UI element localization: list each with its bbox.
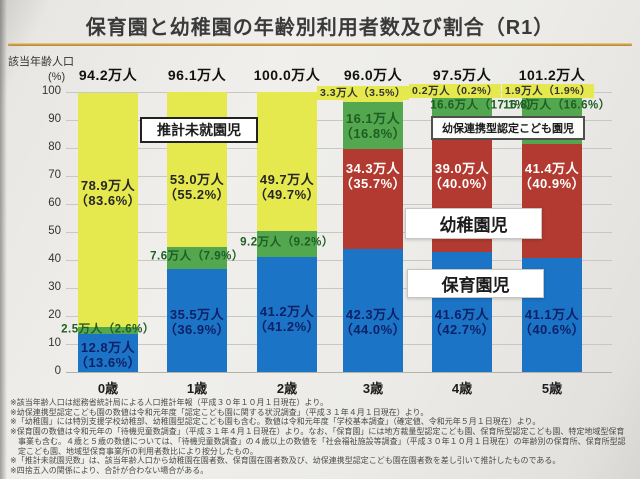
footnote-2: ※幼保連携型認定こども園の数値は令和元年度「認定こども園に関する状況調査」（平成… xyxy=(10,407,429,417)
value-label-18: 41.4万人 （40.9%） xyxy=(518,161,586,191)
value-label-9: 42.3万人 （44.0%） xyxy=(339,306,407,337)
y-tick-80: 80 xyxy=(48,141,61,153)
gridline-70 xyxy=(66,176,612,177)
y-tick-60: 60 xyxy=(48,197,61,209)
gridline-60 xyxy=(66,204,612,205)
x-tick-0歳: 0歳 xyxy=(97,381,119,396)
value-label-3: 35.5万人 （36.9%） xyxy=(163,306,231,337)
value-label-11: 16.1万人 （16.8%） xyxy=(339,110,407,141)
photo-edge-shadow xyxy=(0,0,7,479)
footnote-3: ※「幼稚園」には特別支援学校幼稚部、幼稚園型認定こども園も含む。数値は令和元年度… xyxy=(10,417,541,427)
y-tick-70: 70 xyxy=(48,169,61,181)
y-tick-0: 0 xyxy=(54,365,61,377)
footnote-6: ※四捨五入の関係により、合計が合わない場合がある。 xyxy=(10,465,209,475)
footnote-4: ※保育園の数値は令和元年の「待機児童数調査」（平成３１年４月１日現在）より。なお… xyxy=(10,427,626,456)
gridline-90 xyxy=(66,120,612,121)
gridline-40 xyxy=(66,260,612,261)
footnotes: ※該当年齢人口は総務省統計局による人口推計年報（平成３０年１０月１日現在）より。… xyxy=(10,398,632,476)
legend-hoiku: 保育園児 xyxy=(407,269,544,298)
y-tick-20: 20 xyxy=(48,309,61,321)
gridline-80 xyxy=(66,148,612,149)
bar-0歳-保育園児 xyxy=(78,333,138,372)
gridline-20 xyxy=(66,316,612,317)
value-label-10: 34.3万人 （35.7%） xyxy=(339,161,407,191)
bar-0歳-推計未就園児 xyxy=(78,92,138,327)
gridline-10 xyxy=(66,344,612,345)
gridline-0 xyxy=(66,372,612,373)
value-label-12: 3.3万人（3.5%） xyxy=(316,85,410,100)
x-tick-2歳: 2歳 xyxy=(276,381,298,396)
x-tick-5歳: 5歳 xyxy=(541,381,563,396)
value-label-20: 1.9万人（1.9%） xyxy=(501,83,595,98)
x-tick-3歳: 3歳 xyxy=(362,381,384,396)
value-label-5: 53.0万人 （55.2%） xyxy=(163,172,231,203)
value-label-4: 7.6万人（7.9%） xyxy=(150,250,244,263)
value-label-2: 78.9万人 （83.6%） xyxy=(74,177,142,208)
bar-3歳-幼保連携型認定こども園児 xyxy=(343,101,403,149)
population-label-5歳: 101.2万人 xyxy=(518,67,586,83)
bar-2歳-保育園児 xyxy=(257,256,317,372)
page-title: 保育園と幼稚園の年齢別利用者数及び割合（R1） xyxy=(85,17,555,39)
y-tick-30: 30 xyxy=(48,281,61,293)
value-label-0: 12.8万人 （13.6%） xyxy=(74,340,142,371)
y-tick-10: 10 xyxy=(48,337,61,349)
bar-2歳-幼保連携型認定こども園児 xyxy=(257,230,317,257)
gridline-30 xyxy=(66,288,612,289)
bar-3歳-保育園児 xyxy=(343,248,403,372)
population-label-0歳: 94.2万人 xyxy=(78,67,138,83)
value-label-19: 16.8万人（16.6%） xyxy=(503,99,611,112)
y-tick-40: 40 xyxy=(48,253,61,265)
value-label-13: 41.6万人 （42.7%） xyxy=(428,306,496,337)
bar-5歳-幼稚園児 xyxy=(522,143,582,259)
y-tick-50: 50 xyxy=(48,225,61,237)
legend-youchien: 幼稚園児 xyxy=(405,208,542,239)
bar-1歳-保育園児 xyxy=(167,268,227,372)
value-label-8: 49.7万人 （49.7%） xyxy=(253,172,321,203)
bar-0歳-幼保連携型認定こども園児 xyxy=(78,326,138,334)
value-label-17: 41.1万人 （40.6%） xyxy=(518,306,586,337)
value-label-14: 39.0万人 （40.0%） xyxy=(428,161,496,191)
x-tick-4歳: 4歳 xyxy=(451,381,473,396)
footnote-1: ※該当年齢人口は総務省統計局による人口推計年報（平成３０年１０月１日現在）より。 xyxy=(10,398,329,407)
gridline-50 xyxy=(66,232,612,233)
value-label-16: 0.2万人（0.2%） xyxy=(408,83,502,98)
population-label-3歳: 96.0万人 xyxy=(343,67,403,83)
bar-1歳-幼保連携型認定こども園児 xyxy=(167,246,227,269)
bar-2歳-推計未就園児 xyxy=(257,91,317,231)
legend-mishuen: 推計未就園児 xyxy=(140,117,258,143)
bar-3歳-幼稚園児 xyxy=(343,148,403,249)
y-tick-90: 90 xyxy=(48,113,61,125)
y-axis-percent-label: (%) xyxy=(48,71,66,83)
value-label-1: 2.5万人（2.6%） xyxy=(61,323,155,336)
footnote-5: ※「推計未就園児数」は、該当年齢人口から幼稚園在園者数、保育園在園者数及び、幼保… xyxy=(10,456,561,466)
population-label-4歳: 97.5万人 xyxy=(432,67,492,83)
y-axis-unit-label: 該当年齢人口 xyxy=(8,56,74,68)
population-label-2歳: 100.0万人 xyxy=(253,67,321,83)
legend-kodomoen: 幼保連携型認定こども園児 xyxy=(431,116,585,140)
population-label-1歳: 96.1万人 xyxy=(167,67,227,83)
bar-1歳-推計未就園児 xyxy=(167,92,227,247)
y-tick-100: 100 xyxy=(41,85,61,97)
title-underline xyxy=(8,43,632,46)
value-label-6: 41.2万人 （41.2%） xyxy=(253,303,321,334)
value-label-15: 16.6万人（17.1%） xyxy=(430,99,538,112)
x-tick-1歳: 1歳 xyxy=(186,381,208,396)
value-label-7: 9.2万人（9.2%） xyxy=(240,236,334,249)
